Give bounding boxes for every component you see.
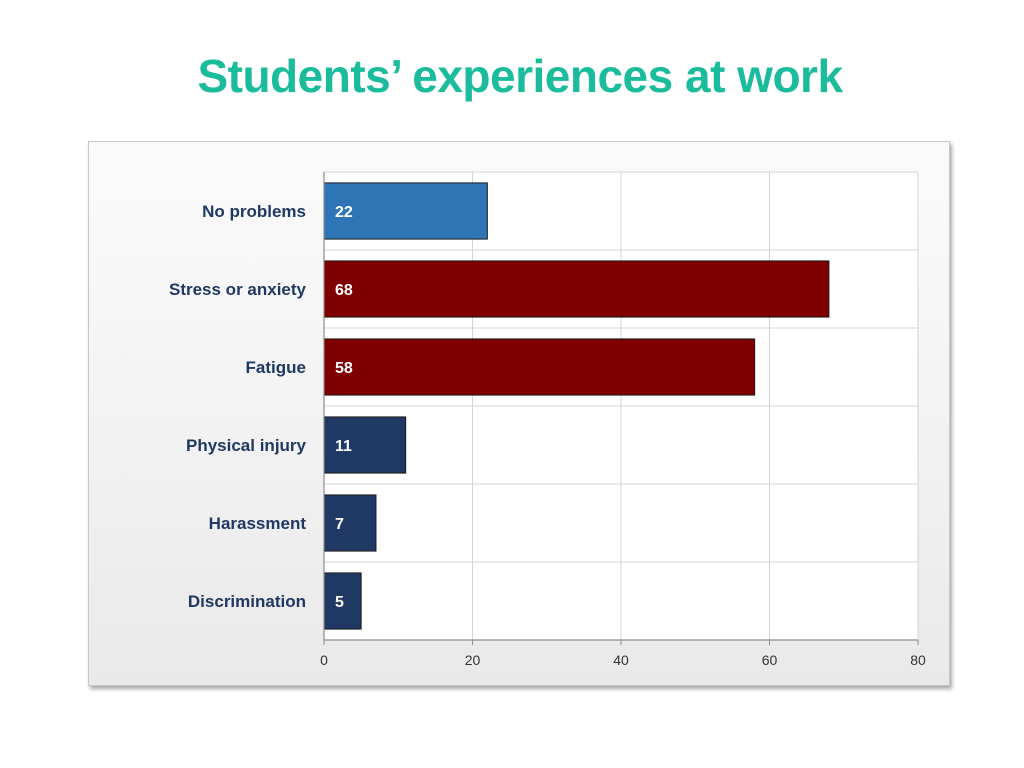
bar-fatigue	[323, 338, 756, 396]
axes	[323, 172, 919, 645]
data-label: 68	[335, 282, 353, 299]
data-label: 58	[335, 360, 353, 377]
data-label: 22	[335, 204, 353, 221]
slide-title: Students’ experiences at work	[197, 50, 843, 102]
category-label: Discrimination	[188, 592, 306, 611]
bar-discrimination	[323, 572, 362, 630]
x-tick-label: 80	[910, 652, 926, 668]
category-label: Fatigue	[246, 358, 306, 377]
bar-chart: 0 20 40 60 80 No problems 22 Stress or anxiety 6…	[88, 141, 950, 686]
data-label: 11	[335, 438, 352, 455]
bar-harassment	[323, 494, 377, 552]
bar-stress-or-anxiety	[323, 260, 830, 318]
x-tick-label: 60	[762, 652, 778, 668]
category-label: No problems	[202, 202, 306, 221]
chart-svg: 0 20 40 60 80 No problems 22 Stress or anxiety 6…	[169, 171, 926, 668]
category-label: Physical injury	[186, 436, 307, 455]
category-label: Harassment	[209, 514, 307, 533]
data-label: 7	[335, 516, 344, 533]
gridlines	[323, 171, 919, 641]
category-label: Stress or anxiety	[169, 280, 307, 299]
x-tick-label: 20	[465, 652, 481, 668]
bar-physical-injury	[323, 416, 407, 474]
data-label: 5	[335, 594, 344, 611]
x-tick-label: 0	[320, 652, 328, 668]
x-tick-label: 40	[613, 652, 629, 668]
labels: 0 20 40 60 80 No problems 22 Stress or anxiety 6…	[169, 202, 926, 668]
bars	[323, 182, 830, 630]
